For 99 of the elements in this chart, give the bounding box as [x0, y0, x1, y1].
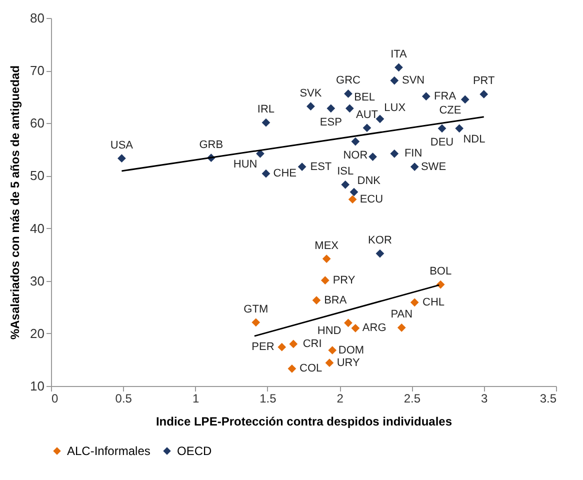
x-tick-label: 1.5 [260, 392, 277, 406]
point [288, 364, 296, 373]
point [436, 280, 445, 289]
point [390, 76, 399, 85]
y-tick-label: 80 [30, 10, 44, 26]
point [344, 318, 352, 328]
data-label: ESP [320, 116, 342, 128]
point [368, 152, 377, 161]
data-label: BOL [430, 266, 452, 278]
y-tick-label: 40 [30, 220, 44, 236]
point [306, 102, 315, 111]
data-label: PRT [472, 75, 496, 88]
point [351, 324, 360, 332]
point [345, 104, 354, 113]
data-label: BRA [324, 294, 348, 306]
data-label: KOR [368, 234, 392, 247]
y-tick-label: 50 [30, 168, 44, 184]
y-tick-label: 70 [30, 63, 44, 78]
y-axis-title: %Asalariados con más de 5 años de antiguedad [8, 65, 22, 340]
data-label: FRA [434, 90, 457, 102]
data-label: MEX [314, 240, 340, 252]
data-label: PAN [390, 308, 413, 321]
point [350, 188, 358, 196]
data-label: DOM [338, 344, 364, 356]
data-label: ARG [362, 322, 386, 334]
data-label: GTM [244, 303, 268, 316]
data-label: PRY [332, 274, 356, 286]
data-label: CHE [273, 168, 297, 180]
point [118, 154, 126, 163]
point [362, 124, 372, 132]
data-label: SWE [420, 160, 446, 173]
data-label: NDL [463, 133, 486, 146]
point [289, 340, 298, 348]
legend-label: ALC-Informales [67, 444, 150, 458]
point [278, 342, 286, 352]
point [328, 346, 337, 354]
x-tick-label: 0 [52, 392, 58, 406]
point [351, 137, 360, 146]
x-tick-label: 3 [481, 392, 488, 406]
data-label: ISL [337, 166, 354, 178]
point [341, 180, 350, 189]
y-tick-label: 20 [30, 326, 44, 341]
data-label: HND [317, 324, 342, 337]
data-label: PER [252, 341, 274, 354]
data-label: HUN [233, 158, 258, 171]
point [256, 149, 264, 158]
data-label: ITA [390, 48, 408, 60]
data-label: NOR [343, 150, 368, 162]
point [460, 95, 470, 104]
data-label: DEU [430, 136, 454, 148]
data-label: USA [110, 139, 134, 152]
point [390, 149, 399, 158]
x-tick-label: 0.5 [115, 392, 132, 406]
data-label: COL [300, 362, 322, 375]
data-label: ECU [360, 193, 384, 206]
data-label: CZE [439, 104, 462, 116]
point [326, 104, 336, 113]
data-label: SVK [300, 87, 322, 100]
point [262, 169, 270, 178]
data-label: SVN [402, 74, 425, 87]
point [438, 124, 446, 133]
x-axis-title: Indice LPE-Protección contra despidos individuales [156, 414, 452, 428]
point [348, 195, 357, 204]
data-label: DNK [357, 175, 382, 188]
x-tick-label: 1 [192, 392, 200, 406]
data-label: AUT [356, 108, 378, 121]
y-tick-label: 30 [30, 273, 44, 288]
data-label: GRC [336, 74, 360, 87]
x-tick-label: 2.5 [404, 392, 421, 406]
x-tick-label: 3.5 [540, 392, 557, 406]
data-label: CHL [422, 296, 445, 308]
data-label: IRL [257, 104, 275, 116]
point [320, 276, 330, 285]
data-label: EST [310, 160, 332, 173]
point [410, 162, 419, 171]
point [397, 323, 406, 332]
y-tick-label: 10 [30, 378, 44, 394]
point [410, 298, 419, 307]
point [322, 254, 331, 263]
point [298, 162, 306, 171]
point [394, 63, 403, 72]
data-label: FIN [404, 148, 422, 160]
point [376, 249, 384, 258]
data-label: URY [336, 356, 361, 369]
point [325, 358, 334, 368]
point [455, 124, 464, 133]
data-label: GRB [199, 138, 224, 151]
y-tick-label: 60 [30, 116, 44, 131]
point [312, 296, 321, 304]
point [252, 318, 260, 327]
point [262, 118, 270, 127]
point [480, 90, 488, 98]
data-label: CRI [302, 338, 322, 350]
point [344, 90, 352, 98]
legend-label: OECD [177, 444, 212, 458]
data-label: LUX [384, 102, 406, 114]
x-tick-label: 2 [336, 392, 344, 406]
data-label: BEL [354, 91, 375, 104]
point [422, 92, 430, 101]
